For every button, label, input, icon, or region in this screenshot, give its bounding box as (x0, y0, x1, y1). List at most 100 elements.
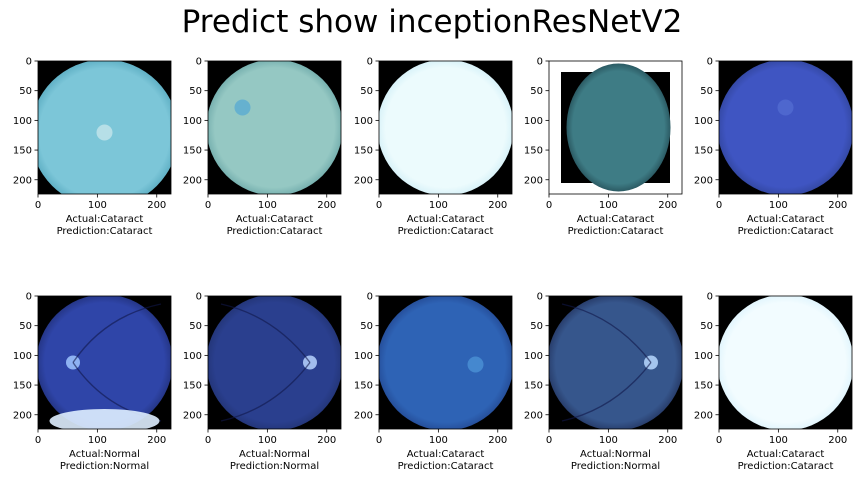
panel-8: 0 100 200050100150200Actual:CataractPredic… (354, 292, 513, 472)
y-tick-label: 50 (360, 321, 373, 332)
x-tick-label: 0 (716, 435, 722, 446)
y-tick-label: 200 (524, 175, 543, 186)
fundus-image (208, 61, 341, 194)
x-tick-label: 100 (599, 200, 618, 211)
prediction-label: Prediction:Cataract (398, 461, 494, 472)
y-tick-label: 200 (694, 175, 713, 186)
x-tick-label: 0 (205, 200, 211, 211)
fundus-image (38, 296, 171, 429)
axes-frame (378, 295, 513, 430)
y-tick-label: 150 (183, 381, 202, 392)
axes-frame (37, 295, 172, 430)
x-tick-label: 200 (658, 435, 677, 446)
x-tick-label: 200 (147, 435, 166, 446)
y-tick-label: 100 (524, 351, 543, 362)
x-tick-label: 0 (546, 435, 552, 446)
prediction-label: Prediction:Normal (60, 461, 149, 472)
y-tick-label: 50 (530, 86, 543, 97)
axes-frame (378, 60, 513, 195)
prediction-label: Prediction:Normal (571, 461, 660, 472)
y-tick-label: 200 (354, 410, 373, 421)
y-tick-label: 0 (537, 292, 543, 303)
y-tick-label: 150 (183, 146, 202, 157)
x-tick-label: 100 (88, 200, 107, 211)
y-tick-label: 150 (694, 381, 713, 392)
prediction-label: Prediction:Normal (230, 461, 319, 472)
x-tick-label: 0 (716, 200, 722, 211)
panel-9: 0 100 200 0 50 100 150 200 Actual:NormalPredicti… (524, 292, 683, 472)
panel-7: 0 100 200 0 50 100 150 200 Actual:NormalPredicti… (183, 292, 342, 472)
y-tick-label: 50 (19, 86, 32, 97)
y-tick-label: 0 (367, 292, 373, 303)
x-tick-label: 0 (376, 200, 382, 211)
x-tick-label: 200 (488, 435, 507, 446)
y-tick-label: 50 (189, 86, 202, 97)
prediction-label: Prediction:Cataract (738, 461, 834, 472)
actual-label: Actual:Cataract (747, 449, 825, 460)
y-tick-label: 100 (354, 351, 373, 362)
y-tick-label: 0 (537, 57, 543, 68)
y-tick-label: 150 (354, 146, 373, 157)
x-tick-label: 200 (658, 200, 677, 211)
x-tick-label: 0 (35, 435, 41, 446)
panel-6: 0 100 200 0 50 100 150 200 Actual:NormalPredicti… (13, 292, 172, 472)
x-tick-label: 0 (205, 435, 211, 446)
y-tick-label: 150 (13, 381, 32, 392)
x-tick-label: 100 (769, 200, 788, 211)
y-tick-label: 50 (700, 86, 713, 97)
y-tick-label: 0 (707, 57, 713, 68)
fundus-image (719, 296, 852, 429)
axes-frame (207, 295, 342, 430)
actual-label: Actual:Cataract (747, 214, 825, 225)
y-tick-label: 0 (707, 292, 713, 303)
y-tick-label: 100 (13, 351, 32, 362)
y-tick-label: 50 (530, 321, 543, 332)
y-tick-label: 0 (26, 57, 32, 68)
y-tick-label: 200 (183, 175, 202, 186)
y-tick-label: 200 (694, 410, 713, 421)
x-tick-label: 0 (35, 200, 41, 211)
y-tick-label: 100 (694, 351, 713, 362)
x-tick-label: 100 (599, 435, 618, 446)
fundus-image (561, 63, 671, 192)
actual-label: Actual:Normal (69, 449, 140, 460)
y-tick-label: 200 (13, 410, 32, 421)
fundus-image (38, 61, 171, 194)
y-tick-label: 100 (694, 116, 713, 127)
panel-2: 0 100 200050100150200Actual:CataractPredic… (183, 57, 342, 237)
prediction-label: Prediction:Cataract (398, 226, 494, 237)
y-tick-label: 0 (196, 57, 202, 68)
prediction-label: Prediction:Cataract (568, 226, 664, 237)
prediction-label: Prediction:Cataract (738, 226, 834, 237)
prediction-label: Prediction:Cataract (57, 226, 153, 237)
fundus-image (549, 296, 682, 429)
axes-frame (548, 60, 683, 195)
y-tick-label: 200 (13, 175, 32, 186)
x-tick-label: 0 (546, 200, 552, 211)
y-tick-label: 50 (360, 86, 373, 97)
axes-frame (718, 60, 853, 195)
actual-label: Actual:Cataract (407, 449, 485, 460)
y-tick-label: 150 (524, 146, 543, 157)
y-tick-label: 100 (354, 116, 373, 127)
x-tick-label: 100 (258, 435, 277, 446)
y-tick-label: 0 (196, 292, 202, 303)
x-tick-label: 0 (376, 435, 382, 446)
y-tick-label: 0 (367, 57, 373, 68)
axes-frame (37, 60, 172, 195)
prediction-label: Prediction:Cataract (227, 226, 323, 237)
x-tick-label: 200 (488, 200, 507, 211)
axes-frame (548, 295, 683, 430)
panel-10: 0 100 200050100150200Actual:CataractPredic… (694, 292, 853, 472)
y-tick-label: 0 (26, 292, 32, 303)
y-tick-label: 150 (524, 381, 543, 392)
actual-label: Actual:Normal (580, 449, 651, 460)
y-tick-label: 100 (13, 116, 32, 127)
actual-label: Actual:Cataract (66, 214, 144, 225)
panel-5: 0 100 200050100150200Actual:CataractPredic… (694, 57, 853, 237)
x-tick-label: 100 (429, 435, 448, 446)
x-tick-label: 200 (828, 200, 847, 211)
x-tick-label: 100 (88, 435, 107, 446)
fundus-image (208, 296, 341, 429)
